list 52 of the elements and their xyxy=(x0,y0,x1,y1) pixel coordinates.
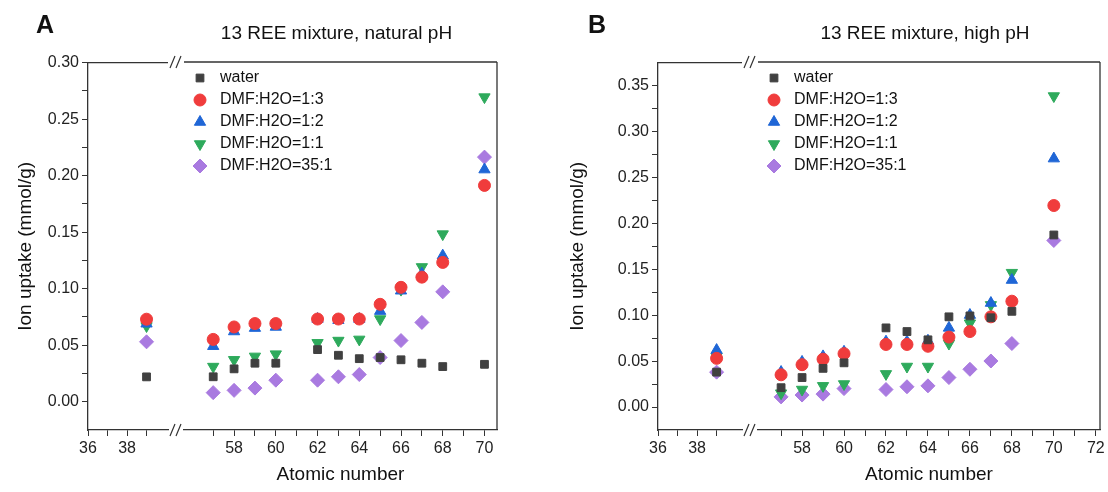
y-tick-label: 0.00 xyxy=(617,397,650,415)
x-tick-label: 64 xyxy=(350,439,369,457)
text: B xyxy=(588,10,607,39)
y-tick-label: 0.20 xyxy=(617,213,650,231)
x-tick-label: 36 xyxy=(649,439,667,457)
x-tick-label: 64 xyxy=(919,439,937,457)
chart-title: 13 REE mixture, natural pH xyxy=(219,22,454,44)
x-tick-label: 70 xyxy=(1044,439,1063,457)
y-tick-label: 0.15 xyxy=(47,222,80,240)
y-tick-label: 0.00 xyxy=(47,392,80,410)
y-tick-label: 0.25 xyxy=(47,109,80,127)
legend-label: water xyxy=(793,68,834,86)
x-tick-label: 62 xyxy=(308,439,327,457)
x-axis-title: Atomic number xyxy=(865,462,994,484)
x-tick-label: 58 xyxy=(793,439,812,457)
y-axis-title: Ion uptake (mmol/g) xyxy=(565,161,587,331)
y-tick-label: 0.35 xyxy=(617,75,650,93)
x-tick-label: 60 xyxy=(266,439,285,457)
x-tick-label: 68 xyxy=(433,439,452,457)
y-tick-label: 0.20 xyxy=(47,166,80,184)
x-tick-label: 58 xyxy=(225,439,244,457)
legend-label: DMF:H2O=1:3 xyxy=(220,90,324,108)
legend-label: DMF:H2O=1:1 xyxy=(794,134,898,152)
x-tick-label: 66 xyxy=(392,439,411,457)
y-tick-label: 0.15 xyxy=(617,259,650,277)
x-tick-label: 62 xyxy=(877,439,895,457)
y-tick-label: 0.10 xyxy=(47,279,80,297)
x-tick-label: 70 xyxy=(475,439,494,457)
x-tick-label: 68 xyxy=(1002,439,1021,457)
legend-label: DMF:H2O=1:2 xyxy=(794,112,898,130)
legend-label: DMF:H2O=35:1 xyxy=(794,156,907,174)
y-tick-label: 0.05 xyxy=(617,351,650,369)
y-tick-label: 0.25 xyxy=(617,167,650,185)
x-tick-label: 38 xyxy=(118,439,137,457)
y-tick-label: 0.10 xyxy=(617,305,650,323)
x-tick-label: 66 xyxy=(961,439,979,457)
chart-title: 13 REE mixture, high pH xyxy=(819,22,1031,44)
text: A xyxy=(36,10,55,39)
x-tick-label: 72 xyxy=(1086,439,1105,457)
legend-label: DMF:H2O=1:3 xyxy=(794,90,898,108)
y-tick-label: 0.30 xyxy=(47,53,80,71)
x-tick-label: 36 xyxy=(79,439,97,457)
y-tick-label: 0.30 xyxy=(617,121,650,139)
x-tick-label: 38 xyxy=(688,439,707,457)
legend-label: DMF:H2O=35:1 xyxy=(220,156,333,174)
legend-label: DMF:H2O=1:2 xyxy=(220,112,324,130)
y-tick-label: 0.05 xyxy=(47,335,80,353)
y-axis-title: Ion uptake (mmol/g) xyxy=(13,161,35,331)
x-axis-title: Atomic number xyxy=(276,462,406,484)
legend-label: water xyxy=(219,68,260,86)
x-tick-label: 60 xyxy=(835,439,854,457)
legend-label: DMF:H2O=1:1 xyxy=(220,134,324,152)
